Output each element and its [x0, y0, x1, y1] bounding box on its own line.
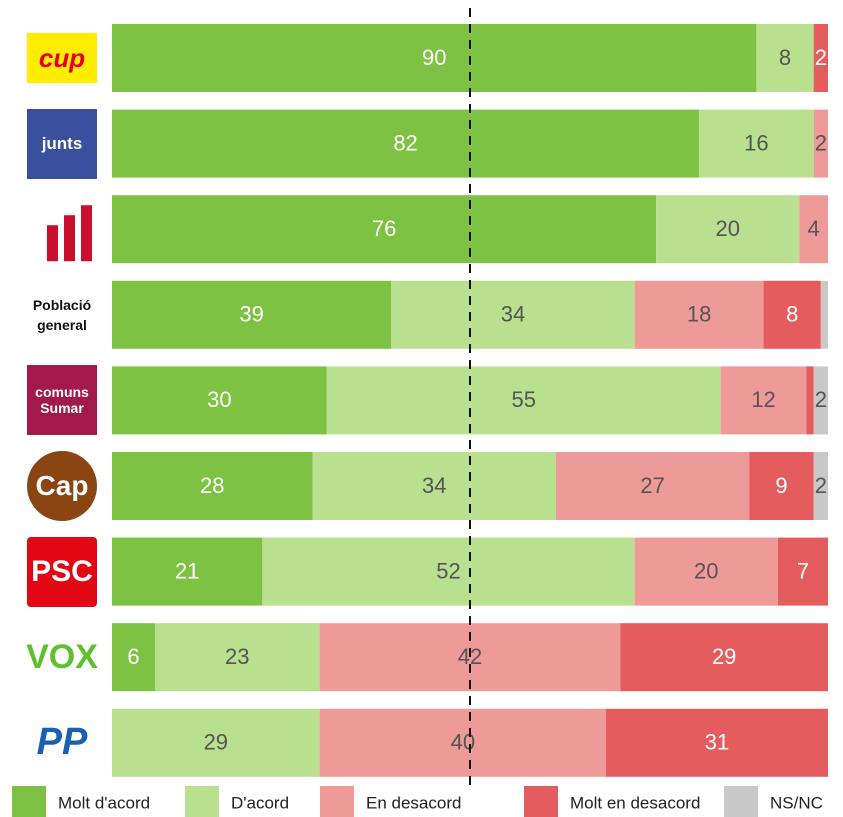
data-label: 34 [501, 302, 525, 327]
bar-segment [326, 366, 721, 435]
bar-segment [112, 708, 320, 777]
logo-bar [47, 225, 58, 262]
data-label: 76 [372, 216, 396, 241]
data-label: 28 [200, 473, 224, 498]
bar-segment [112, 366, 327, 435]
data-label: 8 [786, 302, 798, 327]
bar-segment [699, 109, 814, 178]
bar-segment [634, 537, 778, 606]
bar-segment [763, 280, 821, 349]
bar-segment [634, 280, 764, 349]
bar-segment [262, 537, 635, 606]
data-label: 9 [775, 473, 787, 498]
data-label: 18 [687, 302, 711, 327]
bar-segment [319, 708, 607, 777]
data-label: 52 [436, 558, 460, 583]
data-label: 82 [393, 130, 417, 155]
category-logo: PP [36, 721, 88, 764]
data-label: 29 [712, 644, 736, 669]
legend-swatch [524, 786, 558, 817]
bar-segment [777, 537, 828, 606]
legend-label: Molt en desacord [570, 793, 700, 812]
data-label: 20 [716, 216, 740, 241]
category-logo: junts [27, 108, 97, 179]
data-label: 8 [779, 45, 791, 70]
bar-segment [112, 537, 263, 606]
bar-segment [799, 195, 828, 264]
data-label: 6 [127, 644, 139, 669]
category-logo: cup [27, 33, 97, 83]
bar-segment [820, 280, 828, 349]
data-label: 2 [815, 130, 827, 155]
data-label: 21 [175, 558, 199, 583]
legend-swatch [320, 786, 354, 817]
legend-label: NS/NC [770, 793, 823, 812]
category-logo: VOX [26, 637, 98, 676]
data-label: 12 [751, 387, 775, 412]
bar-segment [720, 366, 807, 435]
bar-segment [620, 623, 828, 692]
data-label: 39 [239, 302, 263, 327]
legend-swatch [185, 786, 219, 817]
bar-segment [112, 24, 757, 92]
data-label: 16 [744, 130, 768, 155]
legend-swatch [12, 786, 46, 817]
data-label: 90 [422, 45, 446, 70]
logo-bar [64, 215, 75, 262]
legend-label: Molt d'acord [58, 793, 150, 812]
bar-segment [656, 195, 800, 264]
bar-segment [312, 452, 556, 520]
bar-segment [749, 452, 814, 520]
bar-segment [391, 280, 635, 349]
bar-segment [806, 366, 814, 435]
logo-bar [81, 205, 92, 262]
data-label: 4 [808, 216, 820, 241]
bar-segment [112, 195, 657, 264]
data-label: 30 [207, 387, 231, 412]
bar-segment [154, 623, 320, 692]
bar-segment [813, 24, 828, 92]
category-logo: comuns Sumar [27, 365, 97, 436]
data-label: 23 [225, 644, 249, 669]
legend-label: En desacord [366, 793, 461, 812]
data-label: 2 [815, 45, 827, 70]
data-label: 20 [694, 558, 718, 583]
category-logo: Població general [32, 296, 92, 333]
data-label: 29 [204, 730, 228, 755]
bar-segment [606, 708, 828, 777]
data-label: 40 [451, 730, 475, 755]
category-logo: PSC [27, 536, 97, 607]
bar-segment [756, 24, 814, 92]
data-label: 27 [640, 473, 664, 498]
data-label: 31 [705, 730, 729, 755]
bar-segment [112, 623, 155, 692]
legend-swatch [724, 786, 758, 817]
bar-segment [555, 452, 750, 520]
data-label: 34 [422, 473, 446, 498]
bar-segment [112, 280, 392, 349]
data-label: 55 [511, 387, 535, 412]
bar-segment [112, 109, 700, 178]
data-label: 2 [815, 473, 827, 498]
category-logo: Cap [27, 451, 97, 521]
legend-label: D'acord [231, 793, 289, 812]
data-label: 7 [797, 558, 809, 583]
bar-segment [112, 452, 313, 520]
bar-segment [813, 109, 828, 178]
bar-segment [813, 366, 828, 435]
data-label: 2 [815, 387, 827, 412]
bar-segment [813, 452, 828, 520]
